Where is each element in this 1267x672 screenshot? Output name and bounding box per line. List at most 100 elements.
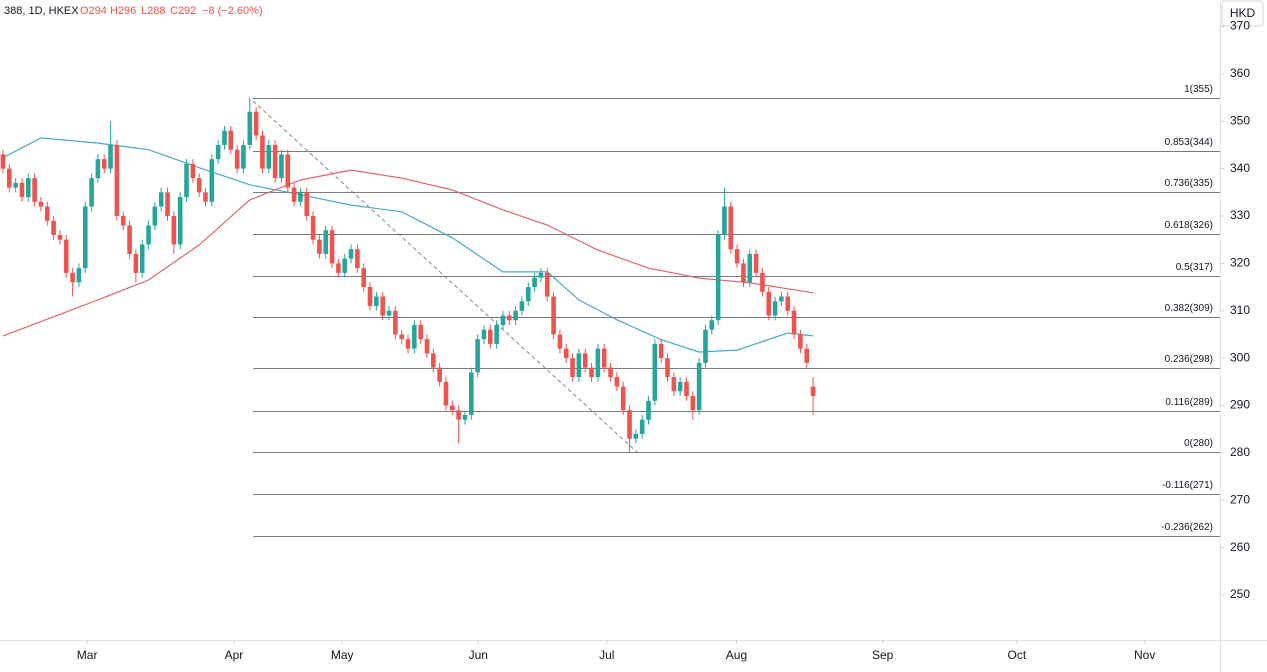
candle-body	[418, 324, 423, 340]
candle-body	[469, 372, 474, 415]
candle-body	[285, 154, 291, 188]
candle-body	[380, 296, 386, 316]
candle-body	[810, 386, 816, 397]
candle-body	[190, 163, 196, 179]
candle-body	[475, 339, 480, 373]
candle-body	[247, 111, 253, 145]
candle-body	[582, 353, 588, 368]
candle-body	[272, 144, 278, 179]
candle-body	[38, 201, 44, 207]
y-tick-label: 350	[1230, 113, 1250, 127]
candle-body	[101, 159, 107, 169]
candle-body	[89, 178, 94, 207]
fib-label: 0.116(289)	[1165, 397, 1213, 408]
y-tick-label: 340	[1230, 161, 1250, 175]
fib-label: 0.853(344)	[1165, 137, 1213, 148]
candle-body	[304, 192, 310, 217]
candle-body	[95, 159, 101, 179]
candle-body	[114, 144, 120, 217]
close: C292	[170, 5, 196, 17]
candle-body	[336, 263, 341, 273]
candle-body	[222, 130, 227, 145]
candle-body	[753, 253, 759, 273]
candle-body	[70, 272, 75, 283]
candle-body	[557, 334, 563, 349]
candle-body	[766, 291, 772, 316]
open: O294	[80, 5, 107, 17]
candle-body	[279, 154, 284, 179]
candle-body	[171, 216, 177, 245]
candle-body	[646, 400, 651, 420]
candle-body	[13, 182, 18, 188]
currency-button[interactable]	[1221, 0, 1264, 27]
high: H296	[110, 5, 136, 17]
candle-body	[127, 225, 132, 254]
candle-body	[500, 315, 506, 325]
x-tick-label: Apr	[225, 648, 244, 662]
candle-body	[196, 178, 202, 193]
x-tick-label: Nov	[1134, 648, 1155, 662]
candle-body	[760, 272, 765, 292]
candle-body	[589, 367, 594, 378]
candle-body	[7, 168, 12, 188]
candle-body	[25, 178, 31, 198]
candle-body	[601, 348, 607, 368]
candle-body	[684, 381, 689, 397]
candle-body	[158, 192, 164, 207]
candle-body	[525, 287, 531, 302]
y-tick-label: 360	[1230, 66, 1250, 80]
candle-body	[544, 272, 550, 297]
currency[interactable]: HKD	[1230, 6, 1256, 20]
candle-body	[443, 381, 449, 406]
candle-body	[386, 310, 392, 316]
candle-body	[374, 296, 379, 307]
candle-body	[291, 187, 297, 202]
candle-body	[570, 358, 575, 378]
candle-body	[608, 367, 613, 378]
x-tick-label: Sep	[872, 648, 894, 662]
candle-body	[703, 329, 708, 363]
candle-body	[412, 324, 417, 349]
candle-body	[519, 301, 525, 311]
fib-label: 0(280)	[1184, 438, 1213, 449]
candle-body	[57, 234, 63, 240]
candle-body	[361, 268, 367, 288]
y-tick-label: 320	[1230, 256, 1250, 270]
candle-body	[424, 339, 430, 354]
y-tick-label: 290	[1230, 398, 1250, 412]
candle-body	[44, 206, 50, 221]
candle-body	[367, 287, 373, 307]
candle-body	[487, 329, 493, 344]
candle-body	[620, 386, 626, 411]
y-tick-label: 270	[1230, 492, 1250, 506]
candle-body	[798, 334, 803, 349]
fib-label: 1(355)	[1184, 84, 1213, 95]
candle-body	[76, 268, 82, 283]
fib-label: 0.736(335)	[1165, 178, 1213, 189]
y-tick-label: 370	[1230, 19, 1250, 33]
candle-body	[595, 348, 601, 378]
candle-body	[120, 216, 126, 226]
candle-body	[32, 178, 37, 202]
candle-body	[456, 410, 461, 420]
candle-body	[399, 334, 404, 340]
candle-body	[63, 239, 69, 273]
candle-body	[614, 377, 620, 387]
x-tick-label: Oct	[1008, 648, 1027, 662]
candle-body	[633, 433, 639, 439]
candle-body	[310, 216, 316, 240]
candle-body	[690, 396, 696, 411]
candle-body	[450, 405, 455, 411]
plot: 1(355) 0.853(344) 0.736(335) 0.618(326) 0.5(…	[0, 84, 1220, 537]
x-tick-label: Aug	[726, 648, 747, 662]
candle-body	[709, 320, 715, 330]
candle-body	[19, 182, 25, 198]
candle-body	[431, 353, 436, 368]
candle-body	[538, 272, 544, 278]
symbol: 388, 1D, HKEX	[4, 5, 79, 17]
fib-label: -0.236(262)	[1161, 522, 1213, 533]
candle-body	[203, 192, 208, 202]
candle-body	[260, 135, 265, 169]
